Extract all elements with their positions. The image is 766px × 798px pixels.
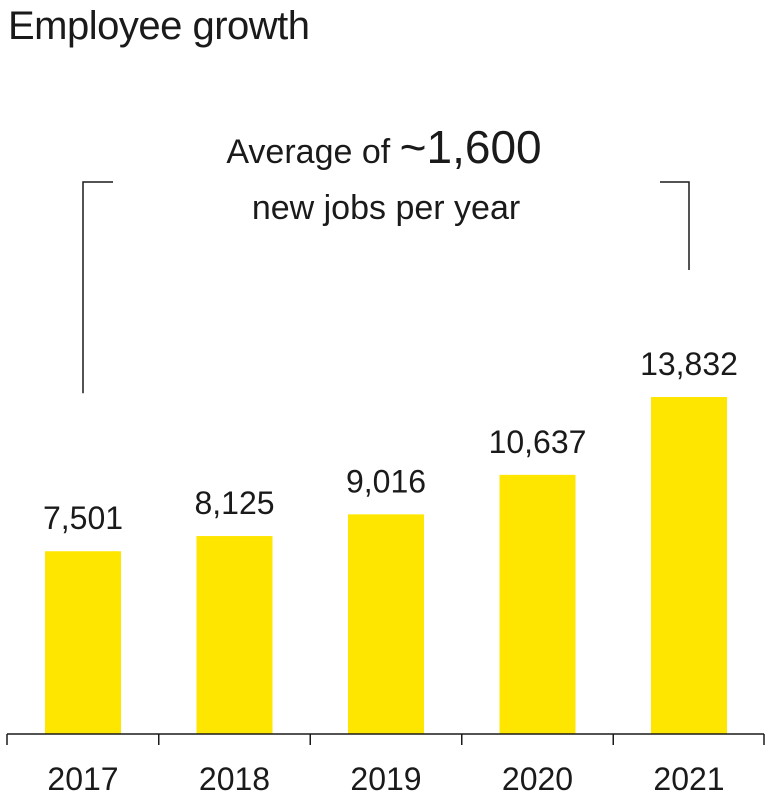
value-label-2020: 10,637 bbox=[489, 424, 587, 460]
x-axis-tick-labels: 2017 2018 2019 2020 2021 bbox=[47, 761, 724, 797]
bars-group bbox=[45, 397, 727, 734]
annotation-line-1: Average of ~1,600 bbox=[226, 121, 541, 173]
value-label-2017: 7,501 bbox=[43, 500, 123, 536]
value-label-2021: 13,832 bbox=[640, 346, 738, 382]
bar-2017 bbox=[45, 551, 121, 734]
annotation-prefix: Average of bbox=[226, 133, 399, 171]
value-label-2019: 9,016 bbox=[346, 463, 426, 499]
annotation-line-2: new jobs per year bbox=[252, 189, 520, 227]
x-tick-label-2019: 2019 bbox=[350, 761, 421, 797]
annotation-bracket-left bbox=[82, 181, 113, 394]
bar-2019 bbox=[348, 514, 424, 734]
bar-2020 bbox=[499, 474, 576, 734]
bar-2021 bbox=[651, 397, 727, 734]
x-tick-label-2021: 2021 bbox=[653, 761, 724, 797]
x-axis-ticks bbox=[6, 734, 765, 745]
value-label-2018: 8,125 bbox=[194, 485, 274, 521]
annotation-highlight: ~1,600 bbox=[400, 121, 542, 173]
value-labels-group: 7,501 8,125 9,016 10,637 13,832 bbox=[43, 346, 738, 536]
bar-2018 bbox=[196, 536, 273, 734]
x-tick-label-2018: 2018 bbox=[199, 761, 270, 797]
annotation-bracket-right bbox=[660, 181, 690, 270]
x-tick-label-2017: 2017 bbox=[47, 761, 118, 797]
x-tick-label-2020: 2020 bbox=[502, 761, 573, 797]
chart-title: Employee growth bbox=[8, 4, 310, 48]
